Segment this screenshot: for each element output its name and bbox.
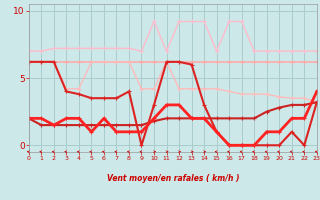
X-axis label: Vent moyen/en rafales ( km/h ): Vent moyen/en rafales ( km/h ) [107,174,239,183]
